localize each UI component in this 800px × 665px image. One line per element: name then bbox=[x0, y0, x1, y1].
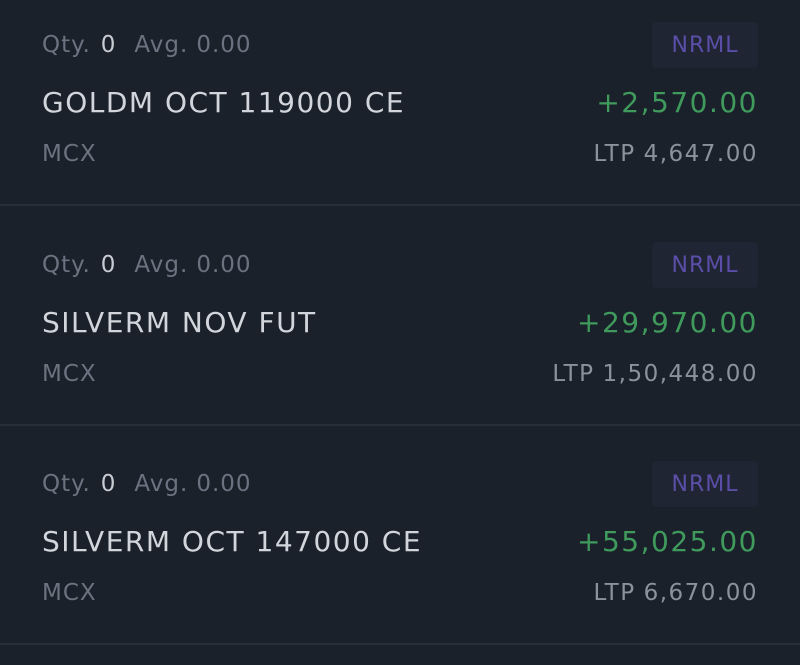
exchange-label: MCX bbox=[42, 580, 97, 606]
product-type-badge: NRML bbox=[652, 22, 758, 68]
avg-value: 0.00 bbox=[196, 32, 252, 58]
pnl-value: +55,025.00 bbox=[577, 525, 758, 558]
ltp-line: LTP 6,670.00 bbox=[594, 580, 759, 606]
qty-value: 0 bbox=[100, 471, 117, 497]
ltp-label: LTP bbox=[593, 580, 636, 606]
ltp-line: LTP 4,647.00 bbox=[594, 141, 759, 167]
qty-avg-line: Qty. 0 Avg. 0.00 bbox=[42, 469, 252, 499]
pnl-value: +2,570.00 bbox=[596, 86, 758, 119]
avg-value: 0.00 bbox=[196, 471, 252, 497]
exchange-label: MCX bbox=[42, 141, 97, 167]
avg-label: Avg. bbox=[134, 471, 189, 497]
ltp-line: LTP 1,50,448.00 bbox=[552, 361, 758, 387]
qty-label: Qty. bbox=[42, 32, 91, 58]
qty-label: Qty. bbox=[42, 471, 91, 497]
ltp-label: LTP bbox=[593, 141, 636, 167]
pnl-value: +29,970.00 bbox=[577, 306, 758, 339]
position-row[interactable]: Qty. 0 Avg. 0.00 NRML SILVERM NOV FUT +2… bbox=[0, 220, 800, 426]
qty-value: 0 bbox=[100, 252, 117, 278]
ltp-value: 4,647.00 bbox=[643, 141, 758, 167]
qty-avg-line: Qty. 0 Avg. 0.00 bbox=[42, 250, 252, 280]
avg-value: 0.00 bbox=[196, 252, 252, 278]
avg-label: Avg. bbox=[134, 252, 189, 278]
product-type-badge: NRML bbox=[652, 242, 758, 288]
qty-avg-line: Qty. 0 Avg. 0.00 bbox=[42, 30, 252, 60]
position-row[interactable]: Qty. 0 Avg. 0.00 NRML SILVERM OCT 147000… bbox=[0, 439, 800, 645]
product-type-badge: NRML bbox=[652, 461, 758, 507]
ltp-value: 6,670.00 bbox=[643, 580, 758, 606]
instrument-symbol: SILVERM OCT 147000 CE bbox=[42, 525, 423, 558]
position-row[interactable]: Qty. 0 Avg. 0.00 NRML GOLDM OCT 119000 C… bbox=[0, 0, 800, 206]
instrument-symbol: SILVERM NOV FUT bbox=[42, 306, 317, 339]
avg-label: Avg. bbox=[134, 32, 189, 58]
instrument-symbol: GOLDM OCT 119000 CE bbox=[42, 86, 406, 119]
qty-value: 0 bbox=[100, 32, 117, 58]
qty-label: Qty. bbox=[42, 252, 91, 278]
exchange-label: MCX bbox=[42, 361, 97, 387]
ltp-label: LTP bbox=[552, 361, 595, 387]
ltp-value: 1,50,448.00 bbox=[602, 361, 758, 387]
